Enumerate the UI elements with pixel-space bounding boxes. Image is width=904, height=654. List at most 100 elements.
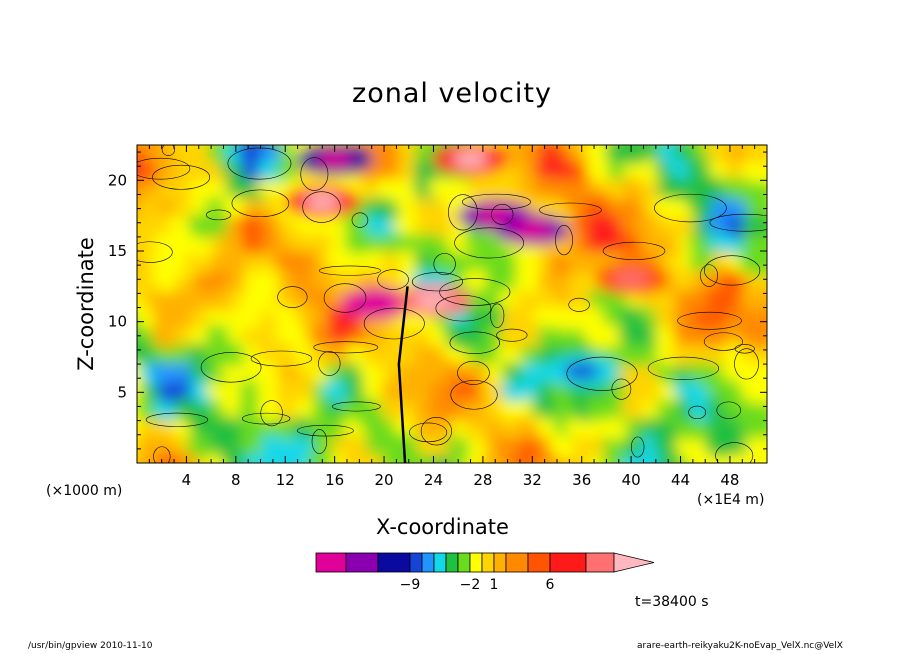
feature-core-top-positive [452,151,489,168]
x-tick-label: 40 [622,471,641,489]
feature-core-positive-core [415,292,452,309]
field-cell [738,283,767,312]
contour [555,225,573,256]
field-cell [744,433,767,456]
feature-core-lower-negative [563,363,600,380]
contour [227,147,292,180]
contour [323,283,367,313]
field-cell [744,194,767,218]
y-tick-label: 10 [108,313,127,331]
colorbar-box [345,552,379,573]
colorbar-box [469,552,483,573]
contour [654,193,727,223]
contour [448,194,478,231]
contour [631,436,645,458]
colorbar-box [315,552,347,573]
x-unit-right: (×1E4 m) [697,492,765,508]
contour [700,264,719,287]
contour [709,213,767,232]
contour [647,356,720,380]
contour [568,297,590,312]
contour [420,416,452,446]
contour [351,212,369,228]
contour [260,400,283,427]
contour [152,164,211,190]
contour [450,380,498,410]
contour [311,429,328,454]
contour-lines [137,145,767,463]
contour [137,241,173,263]
contour [313,341,379,354]
contour [409,422,448,443]
colorbar-box [421,552,435,573]
field-cell [742,357,767,385]
x-axis-label: X-coordinate [376,515,509,539]
contour [491,204,514,225]
contour [318,351,341,376]
colorbar-box [409,552,423,573]
colorbar-box [527,552,551,573]
feature-core-upper-negative-core-2 [514,221,551,238]
feature-core-top-negative [316,151,353,168]
x-tick-label: 4 [182,471,192,489]
x-tick-label: 20 [375,471,394,489]
x-tick-label: 48 [720,471,739,489]
x-tick-label: 16 [325,471,344,489]
colorbar-box [549,552,587,573]
x-tick-label: 28 [473,471,492,489]
y-tick-label: 5 [117,383,127,401]
colorbar-box [377,552,411,573]
contour [566,356,638,391]
x-tick-label: 8 [231,471,241,489]
chart-title: zonal velocity [352,78,552,109]
x-tick-label: 36 [572,471,591,489]
colorbar-box [433,552,447,573]
x-tick-label: 24 [424,471,443,489]
contour [161,145,176,156]
contour [205,209,232,221]
field-cell [485,264,516,294]
field-cell [741,212,767,237]
contour [318,265,381,276]
contour [363,307,425,340]
contour [377,269,409,290]
contour [734,344,755,354]
feature-core-mid-positive [613,271,650,288]
colorbar-box [445,552,459,573]
contour [457,360,490,385]
colorbar-box [505,552,529,573]
contour [231,189,290,218]
plot-frame [136,144,768,464]
field-blobs [137,145,767,463]
contour [137,157,191,180]
contour [302,191,341,223]
contour [411,272,463,292]
contour [703,332,743,351]
contour [153,446,171,463]
y-tick-label: 20 [108,171,127,189]
contour [435,295,492,322]
contour [715,442,754,463]
colorbar-tick-label: −2 [460,577,481,593]
contour [496,328,528,342]
contour [145,412,209,427]
x-tick-label: 12 [276,471,295,489]
y-tick-label: 15 [108,242,127,260]
jet-contour-bundle [397,286,409,463]
contour [250,350,313,367]
contour [734,348,759,380]
feature-core-upper-left-positive [304,193,341,210]
contour [454,227,524,259]
contour [439,278,511,306]
contour [449,331,501,354]
colorbar-tick-label: −9 [400,577,421,593]
heatmap-field [137,145,767,463]
contour [300,157,329,191]
contour [688,405,707,420]
colorbar-arrow [613,552,655,573]
colorbar-box [585,552,615,573]
contour [716,401,741,419]
x-tick-label: 44 [671,471,690,489]
